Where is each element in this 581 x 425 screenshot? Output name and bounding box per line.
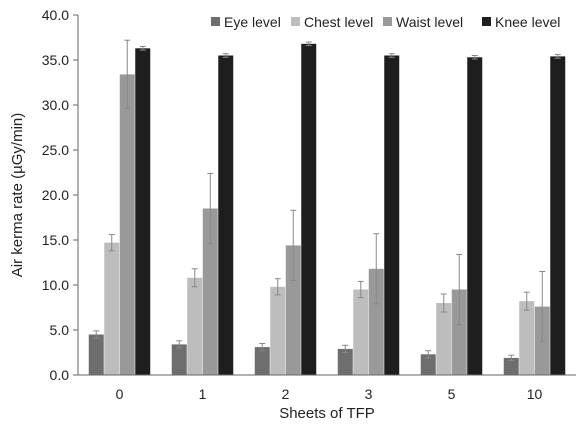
x-tick-label: 1 [199, 386, 207, 402]
bar-eye-level [420, 354, 436, 375]
legend-label: Eye level [224, 14, 281, 30]
x-tick-label: 2 [282, 386, 290, 402]
bar-knee-level [218, 55, 234, 375]
bar-waist-level [368, 268, 384, 375]
bar-knee-level [301, 43, 317, 376]
bar-eye-level [503, 357, 519, 375]
legend-swatch [383, 17, 392, 26]
legend-swatch [291, 17, 300, 26]
bar-knee-level [467, 57, 483, 376]
y-tick-label: 35.0 [42, 52, 69, 68]
x-tick-label: 5 [448, 386, 456, 402]
legend-label: Chest level [304, 14, 373, 30]
legend-label: Waist level [396, 14, 463, 30]
bar-chest-level [187, 277, 203, 375]
x-tick-label: 0 [116, 386, 124, 402]
legend-swatch [482, 17, 491, 26]
y-tick-label: 10.0 [42, 277, 69, 293]
bar-chest-level [436, 303, 452, 375]
bar-chest-level [519, 301, 535, 375]
bar-eye-level [171, 344, 187, 375]
bar-chest-level [270, 286, 286, 375]
y-tick-label: 20.0 [42, 187, 69, 203]
bar-waist-level [451, 289, 467, 375]
bar-knee-level [135, 48, 151, 376]
x-axis-ticks: 0 1 2 3 5 10 [116, 386, 543, 402]
legend: Eye level Chest level Waist level Knee leve… [211, 14, 560, 30]
bar-chest-level [353, 289, 369, 375]
y-axis-ticks: 0.0 5.0 10.0 15.0 20.0 25.0 30.0 35.0 40.0 [42, 7, 78, 383]
bar-groups [88, 43, 566, 376]
bar-knee-level [384, 55, 400, 375]
legend-label: Knee level [495, 14, 560, 30]
x-tick-label: 3 [365, 386, 373, 402]
bar-waist-level [202, 208, 218, 375]
y-tick-label: 15.0 [42, 232, 69, 248]
legend-swatch [211, 17, 220, 26]
bar-waist-level [285, 245, 301, 375]
x-axis-title: Sheets of TFP [279, 405, 375, 422]
y-tick-label: 0.0 [50, 367, 70, 383]
bar-waist-level [119, 74, 135, 376]
error-bars [93, 39, 561, 362]
x-tick-label: 10 [527, 386, 543, 402]
bar-eye-level [88, 334, 104, 375]
bar-chest-level [104, 242, 120, 375]
bar-eye-level [254, 347, 270, 375]
bar-knee-level [550, 56, 566, 376]
bar-eye-level [337, 348, 353, 375]
y-tick-label: 5.0 [50, 322, 70, 338]
y-tick-label: 30.0 [42, 97, 69, 113]
y-tick-label: 25.0 [42, 142, 69, 158]
y-axis-title: Air kerma rate (µGy/min) [9, 113, 26, 278]
y-tick-label: 40.0 [42, 7, 69, 23]
